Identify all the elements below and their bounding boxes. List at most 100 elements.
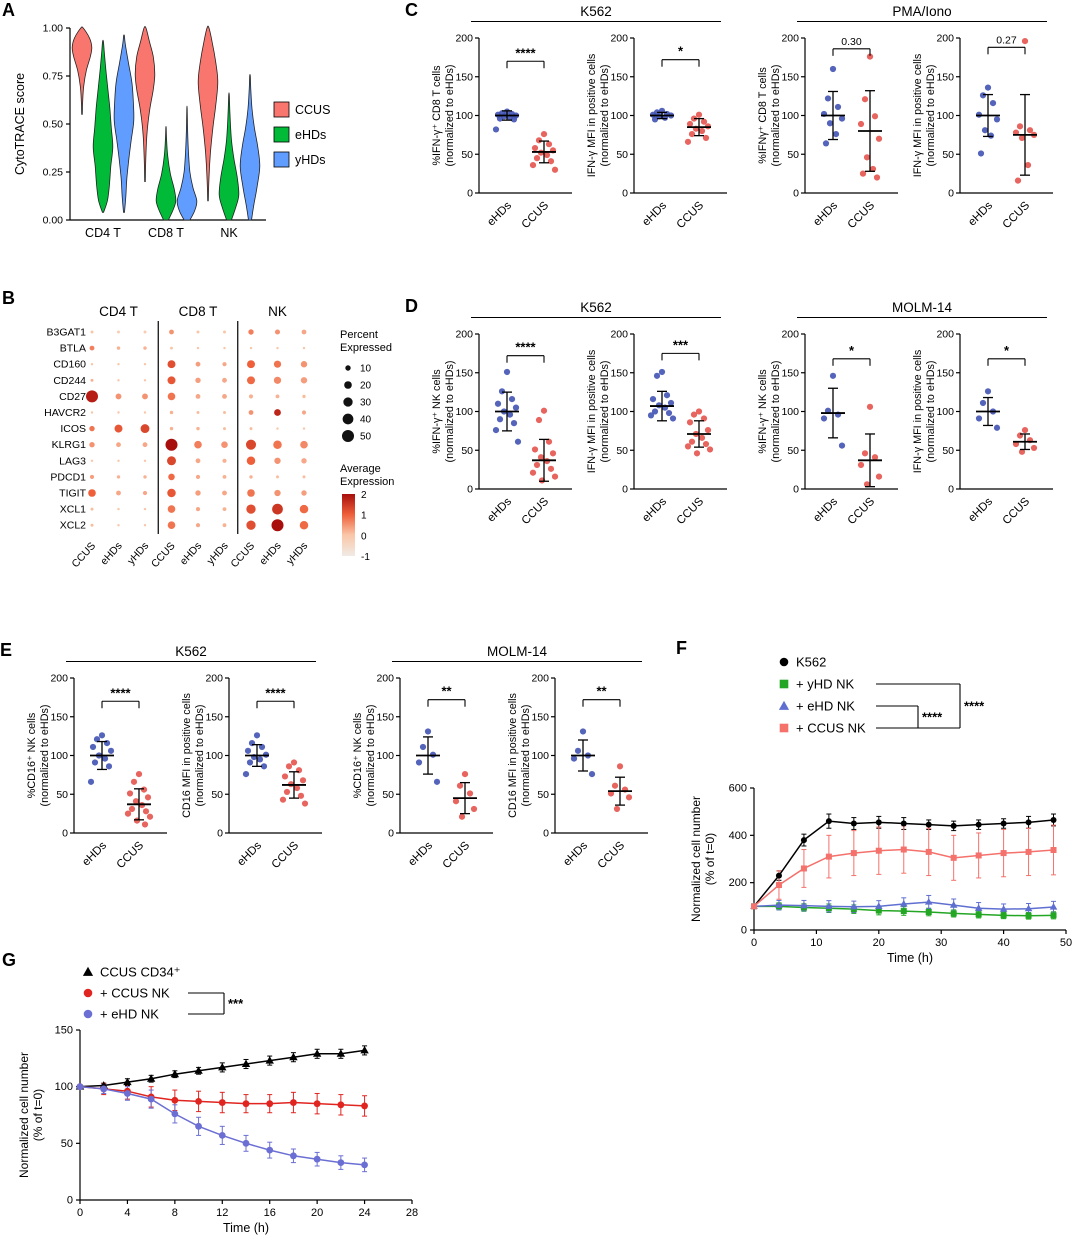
svg-text:100: 100	[50, 750, 68, 762]
svg-text:150: 150	[455, 71, 473, 83]
svg-text:100: 100	[936, 406, 954, 418]
group-title: MOLM-14	[392, 644, 642, 662]
svg-text:eHDs: eHDs	[295, 128, 326, 142]
svg-text:150: 150	[55, 1025, 73, 1037]
svg-text:CCUS: CCUS	[596, 839, 628, 871]
panel-label-C: C	[405, 0, 418, 20]
svg-text:Time (h): Time (h)	[223, 1221, 269, 1235]
svg-text:IFN-γ MFI in positive cells: IFN-γ MFI in positive cells	[586, 349, 598, 473]
svg-text:eHDs: eHDs	[485, 495, 514, 524]
svg-text:1.00: 1.00	[43, 23, 64, 35]
svg-text:eHDs: eHDs	[80, 839, 109, 868]
svg-text:4: 4	[124, 1207, 130, 1219]
svg-text:50: 50	[942, 445, 954, 457]
svg-text:eHDs: eHDs	[98, 540, 124, 568]
panel-C: C K562 0 50 100 150 200 %IFN-γ⁺ CD8 T cells (n…	[405, 0, 1080, 284]
svg-text:****: ****	[515, 45, 536, 60]
svg-text:150: 150	[610, 367, 628, 379]
svg-text:CD8 T: CD8 T	[148, 226, 184, 240]
svg-text:CCUS: CCUS	[270, 839, 302, 871]
svg-text:eHDs: eHDs	[966, 199, 995, 228]
svg-text:+ yHD NK: + yHD NK	[796, 677, 854, 692]
scatter-plot-C4: 0 50 100 150 200 IFN-γ MFI in positive cells(…	[912, 33, 1053, 231]
svg-text:0: 0	[77, 1207, 83, 1219]
svg-text:200: 200	[781, 33, 799, 45]
svg-text:150: 150	[205, 711, 223, 723]
svg-text:%CD16⁺ NK cells: %CD16⁺ NK cells	[352, 712, 364, 798]
group-title: K562	[471, 300, 721, 318]
svg-text:CCUS: CCUS	[675, 199, 707, 231]
svg-text:****: ****	[515, 340, 536, 355]
svg-text:600: 600	[729, 783, 747, 795]
svg-text:150: 150	[936, 71, 954, 83]
svg-text:150: 150	[50, 711, 68, 723]
svg-text:LAG3: LAG3	[59, 455, 86, 467]
svg-text:*: *	[678, 44, 684, 59]
svg-text:200: 200	[781, 329, 799, 341]
svg-text:(normalized to eHDs): (normalized to eHDs)	[194, 704, 206, 806]
svg-text:NK: NK	[220, 226, 238, 240]
svg-text:50: 50	[537, 789, 549, 801]
svg-text:100: 100	[376, 750, 394, 762]
svg-text:100: 100	[205, 750, 223, 762]
svg-text:IFN-γ MFI in positive cells: IFN-γ MFI in positive cells	[586, 53, 598, 177]
svg-text:CD16 MFI in positive cells: CD16 MFI in positive cells	[181, 693, 193, 818]
svg-text:50: 50	[461, 149, 473, 161]
svg-text:0: 0	[62, 828, 68, 840]
svg-text:IFN-γ MFI in positive cells: IFN-γ MFI in positive cells	[912, 53, 924, 177]
svg-text:CCUS: CCUS	[295, 103, 330, 117]
svg-text:12: 12	[216, 1207, 228, 1219]
svg-text:**: **	[596, 684, 607, 699]
svg-text:100: 100	[455, 406, 473, 418]
svg-text:-1: -1	[361, 552, 370, 563]
svg-text:CCUS: CCUS	[149, 540, 178, 570]
svg-text:200: 200	[531, 673, 549, 685]
svg-text:200: 200	[455, 33, 473, 45]
svg-text:CD4 T: CD4 T	[85, 226, 121, 240]
group-title: K562	[471, 4, 721, 22]
svg-text:CCUS: CCUS	[846, 199, 878, 231]
svg-text:CD160: CD160	[53, 359, 86, 371]
svg-text:0: 0	[622, 188, 628, 200]
svg-text:BTLA: BTLA	[60, 343, 86, 355]
group-K562-cd8: K562 0 50 100 150 200 %IFN-γ⁺ CD8 T cells (nor…	[425, 2, 737, 273]
svg-text:0: 0	[793, 188, 799, 200]
panel-G: G 0 50 100 150 0 4 8 12 16 20 24 28 Time (h) Normaliz…	[2, 950, 447, 1255]
group-MOLM14-nk: MOLM-14 0 50 100 150 200 %IFN-γ⁺ NK cells (nor…	[751, 298, 1063, 569]
svg-text:100: 100	[781, 110, 799, 122]
panel-label-A: A	[2, 0, 15, 20]
svg-text:eHDs: eHDs	[561, 839, 590, 868]
svg-text:*: *	[1004, 343, 1010, 358]
svg-text:0: 0	[741, 925, 747, 937]
svg-text:yHDs: yHDs	[125, 540, 151, 567]
svg-text:CCUS: CCUS	[1001, 495, 1033, 527]
scatter-plot-C3: 0 50 100 150 200 %IFNγ⁺ CD8 T cells (normalize…	[757, 33, 898, 231]
svg-text:0: 0	[622, 484, 628, 496]
scatter-plot-D4: 0 50 100 150 200 IFN-γ MFI in positive cells(…	[912, 329, 1053, 527]
svg-text:+ CCUS NK: + CCUS NK	[796, 721, 866, 736]
svg-text:yHDs: yHDs	[295, 153, 326, 167]
svg-text:K562: K562	[796, 655, 826, 670]
group-title: PMA/Iono	[797, 4, 1047, 22]
group-title: K562	[66, 644, 316, 662]
svg-text:(normalized to eHDs): (normalized to eHDs)	[925, 360, 937, 462]
svg-text:150: 150	[376, 711, 394, 723]
panel-F: F 0 200 400 600 0 10 20 30 40 50 Time (h) Normalize…	[676, 638, 1080, 978]
svg-text:(% of t=0): (% of t=0)	[31, 1089, 45, 1141]
svg-text:50: 50	[616, 445, 628, 457]
svg-text:****: ****	[110, 685, 131, 700]
svg-text:HAVCR2: HAVCR2	[44, 407, 86, 419]
svg-text:(normalized to eHDs): (normalized to eHDs)	[520, 704, 532, 806]
exhaustion-dotplot: CD4 T CD8 T NK B3GAT1 BTLA CD160 CD244 CD27 HAVC…	[44, 304, 394, 570]
svg-text:50: 50	[787, 445, 799, 457]
svg-text:PDCD1: PDCD1	[50, 471, 86, 483]
svg-text:yHDs: yHDs	[205, 540, 231, 567]
svg-text:CD244: CD244	[53, 375, 86, 387]
svg-text:50: 50	[787, 149, 799, 161]
svg-text:%IFN-γ⁺ NK cells: %IFN-γ⁺ NK cells	[757, 369, 769, 454]
svg-text:(normalized to eHDs): (normalized to eHDs)	[925, 64, 937, 166]
svg-text:200: 200	[936, 329, 954, 341]
svg-text:CCUS: CCUS	[69, 540, 98, 570]
panel-label-F: F	[676, 638, 687, 658]
svg-text:0.25: 0.25	[43, 167, 64, 179]
